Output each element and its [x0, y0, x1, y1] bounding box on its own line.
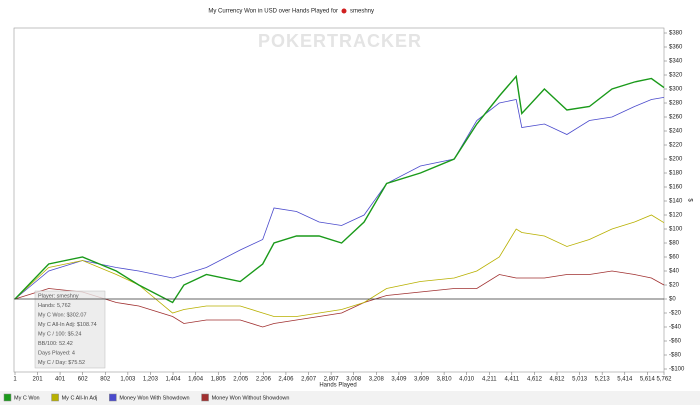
legend-swatch — [3, 393, 12, 402]
tooltip-line: Days Played: 4 — [38, 350, 75, 356]
x-tick-label: 5,762 — [656, 377, 672, 383]
y-tick-label: $180 — [669, 171, 683, 177]
legend-label: Money Won Without Showdown — [212, 395, 290, 401]
chart-title: My Currency Won in USD over Hands Played… — [208, 9, 338, 15]
x-tick-label: 602 — [78, 377, 89, 383]
x-tick-label: 4,010 — [459, 377, 475, 383]
series-line — [14, 74, 665, 304]
y-tick-label: $120 — [669, 213, 683, 219]
x-tick-label: 1,404 — [166, 377, 182, 383]
y-tick-label: -$100 — [669, 367, 685, 373]
y-tick-label: $280 — [669, 101, 683, 107]
y-tick-label: -$60 — [669, 339, 682, 345]
y-tick-label: $200 — [669, 157, 683, 163]
plot-area — [13, 27, 665, 373]
tooltip-line: My C All-In Adj: $108.74 — [38, 322, 97, 328]
x-tick-label: 1 — [13, 377, 17, 383]
x-tick-label: 5,013 — [572, 377, 588, 383]
y-tick-label: -$80 — [669, 353, 682, 359]
tooltip-line: BB/100: 52.42 — [38, 341, 73, 347]
y-tick-label: $260 — [669, 115, 683, 121]
y-tick-label: $340 — [669, 59, 683, 65]
y-tick-label: $0 — [669, 297, 676, 303]
x-tick-label: 5,213 — [595, 377, 611, 383]
tooltip-box — [34, 290, 106, 369]
x-tick-label: 401 — [55, 377, 66, 383]
series-line — [14, 214, 665, 317]
watermark: POKERTRACKER — [258, 31, 422, 51]
x-tick-label: 1,604 — [188, 377, 204, 383]
legend-label: Money Won With Showdown — [119, 395, 189, 401]
y-tick-label: -$40 — [669, 325, 682, 331]
x-tick-label: 5,614 — [640, 377, 656, 383]
x-tick-label: 2,807 — [324, 377, 340, 383]
tooltip-line: My C / 100: $5.24 — [38, 331, 81, 337]
y-tick-label: -$20 — [669, 311, 682, 317]
legend-bar — [0, 391, 700, 405]
y-tick-label: $240 — [669, 129, 683, 135]
tooltip-line: Player: smeshny — [38, 293, 79, 299]
y-tick-label: $40 — [669, 269, 680, 275]
x-tick-label: 3,409 — [391, 377, 407, 383]
x-tick-label: 4,612 — [527, 377, 543, 383]
y-tick-label: $80 — [669, 241, 680, 247]
tooltip-line: Hands: 5,762 — [38, 303, 71, 309]
x-tick-label: 5,414 — [617, 377, 633, 383]
x-tick-label: 201 — [33, 377, 44, 383]
legend-label: My C Won — [14, 395, 40, 401]
x-tick-label: 1,003 — [120, 377, 136, 383]
legend-swatch — [109, 393, 117, 402]
player-icon — [341, 8, 347, 14]
x-tick-label: 3,008 — [346, 377, 362, 383]
player-name: smeshny — [350, 9, 374, 15]
series-line — [14, 97, 665, 300]
x-tick-label: 2,406 — [278, 377, 294, 383]
x-tick-label: 4,211 — [482, 377, 497, 383]
x-tick-label: 802 — [100, 377, 111, 383]
legend-swatch — [51, 393, 59, 402]
y-tick-label: $220 — [669, 143, 683, 149]
y-axis-title: $ — [686, 198, 692, 202]
y-tick-label: $160 — [669, 185, 683, 191]
x-tick-label: 2,607 — [301, 377, 317, 383]
x-axis-title: Hands Played — [319, 383, 356, 389]
y-tick-label: $380 — [669, 31, 683, 37]
x-tick-label: 4,812 — [549, 377, 565, 383]
legend-swatch — [201, 393, 209, 402]
y-tick-label: $320 — [669, 73, 683, 79]
x-tick-label: 3,609 — [414, 377, 430, 383]
y-tick-label: $20 — [669, 283, 680, 289]
y-tick-label: $360 — [669, 45, 683, 51]
x-tick-label: 4,411 — [505, 377, 520, 383]
x-tick-label: 2,206 — [256, 377, 272, 383]
x-tick-label: 3,208 — [369, 377, 385, 383]
x-tick-label: 3,810 — [437, 377, 453, 383]
x-tick-label: 1,203 — [143, 377, 159, 383]
y-tick-label: $140 — [669, 199, 683, 205]
y-tick-label: $100 — [669, 227, 683, 233]
x-tick-label: 1,805 — [211, 377, 227, 383]
x-tick-label: 2,005 — [233, 377, 249, 383]
y-tick-label: $60 — [669, 255, 680, 261]
tooltip-line: My C Won: $302.07 — [38, 312, 87, 318]
y-tick-label: $300 — [669, 87, 683, 93]
tooltip-line: My C / Day: $75.52 — [38, 360, 85, 366]
legend-label: My C All-In Adj — [62, 395, 98, 401]
